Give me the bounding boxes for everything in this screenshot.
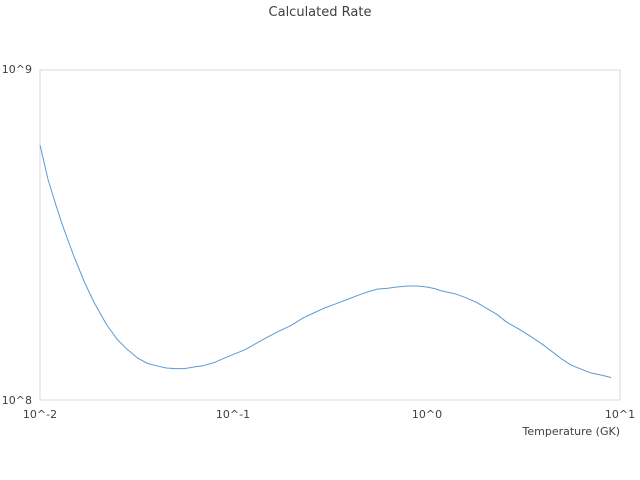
x-tick-label: 10^1 — [605, 408, 635, 421]
x-axis-title: Temperature (GK) — [522, 425, 621, 438]
x-tick-label: 10^-2 — [23, 408, 57, 421]
series-layer — [39, 144, 612, 378]
x-tick-label: 10^-1 — [216, 408, 250, 421]
y-tick-label: 10^9 — [2, 63, 32, 76]
chart-title: Calculated Rate — [269, 5, 372, 20]
series-line — [39, 144, 612, 378]
x-tick-label: 10^0 — [412, 408, 442, 421]
y-tick-label: 10^8 — [2, 394, 32, 407]
plot-area-border — [39, 69, 621, 401]
